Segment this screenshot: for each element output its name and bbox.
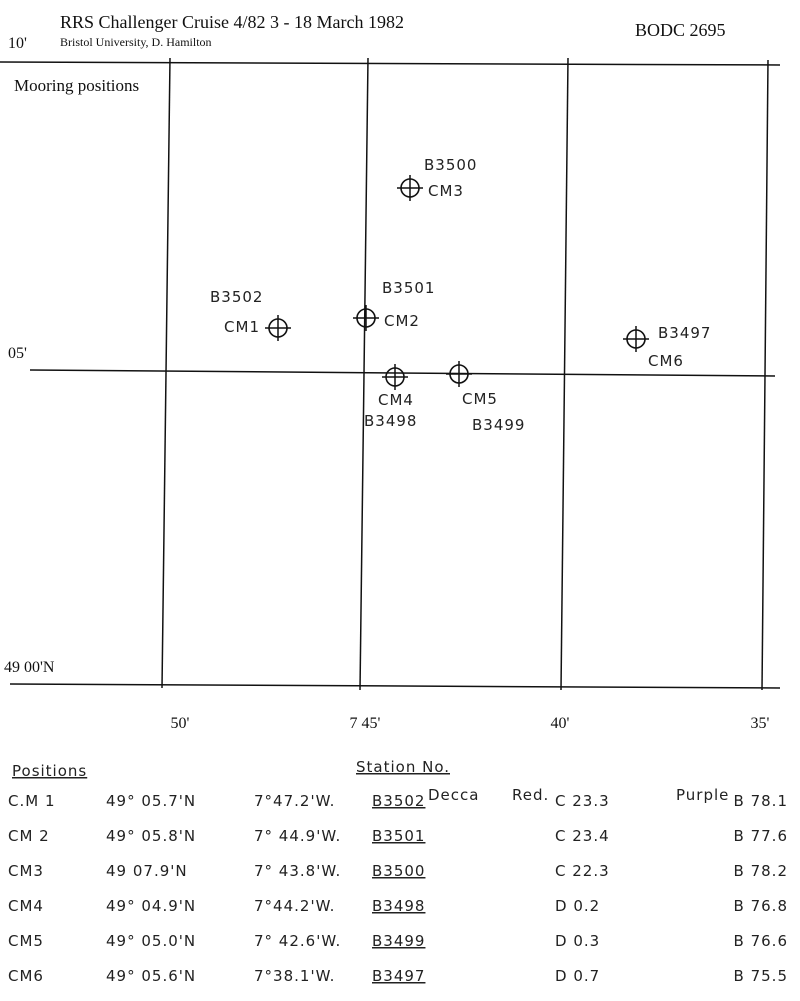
table-cell: C 23.4 bbox=[555, 827, 610, 845]
mooring-marker bbox=[382, 364, 408, 390]
table-cell: B3500 bbox=[372, 862, 425, 880]
table-cell: CM5 bbox=[8, 932, 44, 950]
lat-label: 05' bbox=[8, 345, 27, 362]
mooring-name: CM6 bbox=[648, 352, 684, 370]
table-cell: B3501 bbox=[372, 827, 425, 845]
red-header: Red. bbox=[512, 786, 549, 804]
mooring-name: CM3 bbox=[428, 182, 464, 200]
table-cell: B 77.6 bbox=[734, 827, 788, 845]
table-title: Positions bbox=[12, 762, 87, 780]
decca-header: Decca bbox=[428, 786, 479, 804]
table-cell: 49° 05.8'N bbox=[106, 827, 196, 845]
table-cell: CM 2 bbox=[8, 827, 50, 845]
mooring-name: CM2 bbox=[384, 312, 420, 330]
table-cell: CM3 bbox=[8, 862, 44, 880]
title: RRS Challenger Cruise 4/82 3 - 18 March … bbox=[60, 12, 404, 32]
map-grid bbox=[0, 57, 781, 691]
table-cell: B3498 bbox=[372, 897, 425, 915]
table-cell: 7°44.2'W. bbox=[254, 897, 335, 915]
table-cell: CM4 bbox=[8, 897, 44, 915]
reference: BODC 2695 bbox=[635, 20, 726, 40]
table-cell: 7°47.2'W. bbox=[254, 792, 335, 810]
lon-label: 40' bbox=[551, 715, 570, 732]
table-cell: 7°38.1'W. bbox=[254, 967, 335, 985]
table-cell: B3502 bbox=[372, 792, 425, 810]
table-cell: D 0.3 bbox=[555, 932, 600, 950]
station-header: Station No. bbox=[356, 758, 450, 776]
table-cell: B 78.2 bbox=[734, 862, 788, 880]
table-cell: B3497 bbox=[372, 967, 425, 985]
table-cell: B3499 bbox=[372, 932, 425, 950]
table-cell: 49 07.9'N bbox=[106, 862, 188, 880]
table-cell: 7° 42.6'W. bbox=[254, 932, 341, 950]
mooring-marker bbox=[353, 305, 379, 331]
table-cell: CM6 bbox=[8, 967, 44, 985]
mooring-name: CM1 bbox=[224, 318, 260, 336]
table-cell: B 75.5 bbox=[734, 967, 788, 985]
table-cell: 7° 44.9'W. bbox=[254, 827, 341, 845]
table-cell: 49° 05.0'N bbox=[106, 932, 196, 950]
lon-label: 7 45' bbox=[350, 715, 381, 732]
mooring-station: B3502 bbox=[210, 288, 263, 306]
subtitle: Bristol University, D. Hamilton bbox=[60, 35, 212, 49]
mooring-name: CM5 bbox=[462, 390, 498, 408]
table-cell: B 78.1 bbox=[734, 792, 788, 810]
mooring-station: B3498 bbox=[364, 412, 417, 430]
mooring-name: CM4 bbox=[378, 391, 414, 409]
lat-label: 10' bbox=[8, 35, 27, 52]
mooring-marker bbox=[397, 175, 423, 201]
table-cell: C 23.3 bbox=[555, 792, 610, 810]
table-cell: 49° 05.7'N bbox=[106, 792, 196, 810]
mooring-station: B3499 bbox=[472, 416, 525, 434]
mooring-marker bbox=[446, 361, 472, 387]
map-label: Mooring positions bbox=[14, 76, 139, 95]
table-cell: C 22.3 bbox=[555, 862, 610, 880]
table-cell: C.M 1 bbox=[8, 792, 56, 810]
mooring-marker bbox=[265, 315, 291, 341]
mooring-marker bbox=[623, 326, 649, 352]
lon-label: 50' bbox=[171, 715, 190, 732]
table-cell: B 76.8 bbox=[734, 897, 788, 915]
table-cell: B 76.6 bbox=[734, 932, 788, 950]
mooring-station: B3501 bbox=[382, 279, 435, 297]
mooring-station: B3497 bbox=[658, 324, 711, 342]
table-cell: D 0.7 bbox=[555, 967, 600, 985]
lon-label: 35' bbox=[751, 715, 770, 732]
table-cell: D 0.2 bbox=[555, 897, 600, 915]
table-cell: 7° 43.8'W. bbox=[254, 862, 341, 880]
purple-header: Purple bbox=[676, 786, 729, 804]
table-cell: 49° 05.6'N bbox=[106, 967, 196, 985]
lat-label: 49 00'N bbox=[4, 659, 55, 676]
table-cell: 49° 04.9'N bbox=[106, 897, 196, 915]
mooring-station: B3500 bbox=[424, 156, 477, 174]
